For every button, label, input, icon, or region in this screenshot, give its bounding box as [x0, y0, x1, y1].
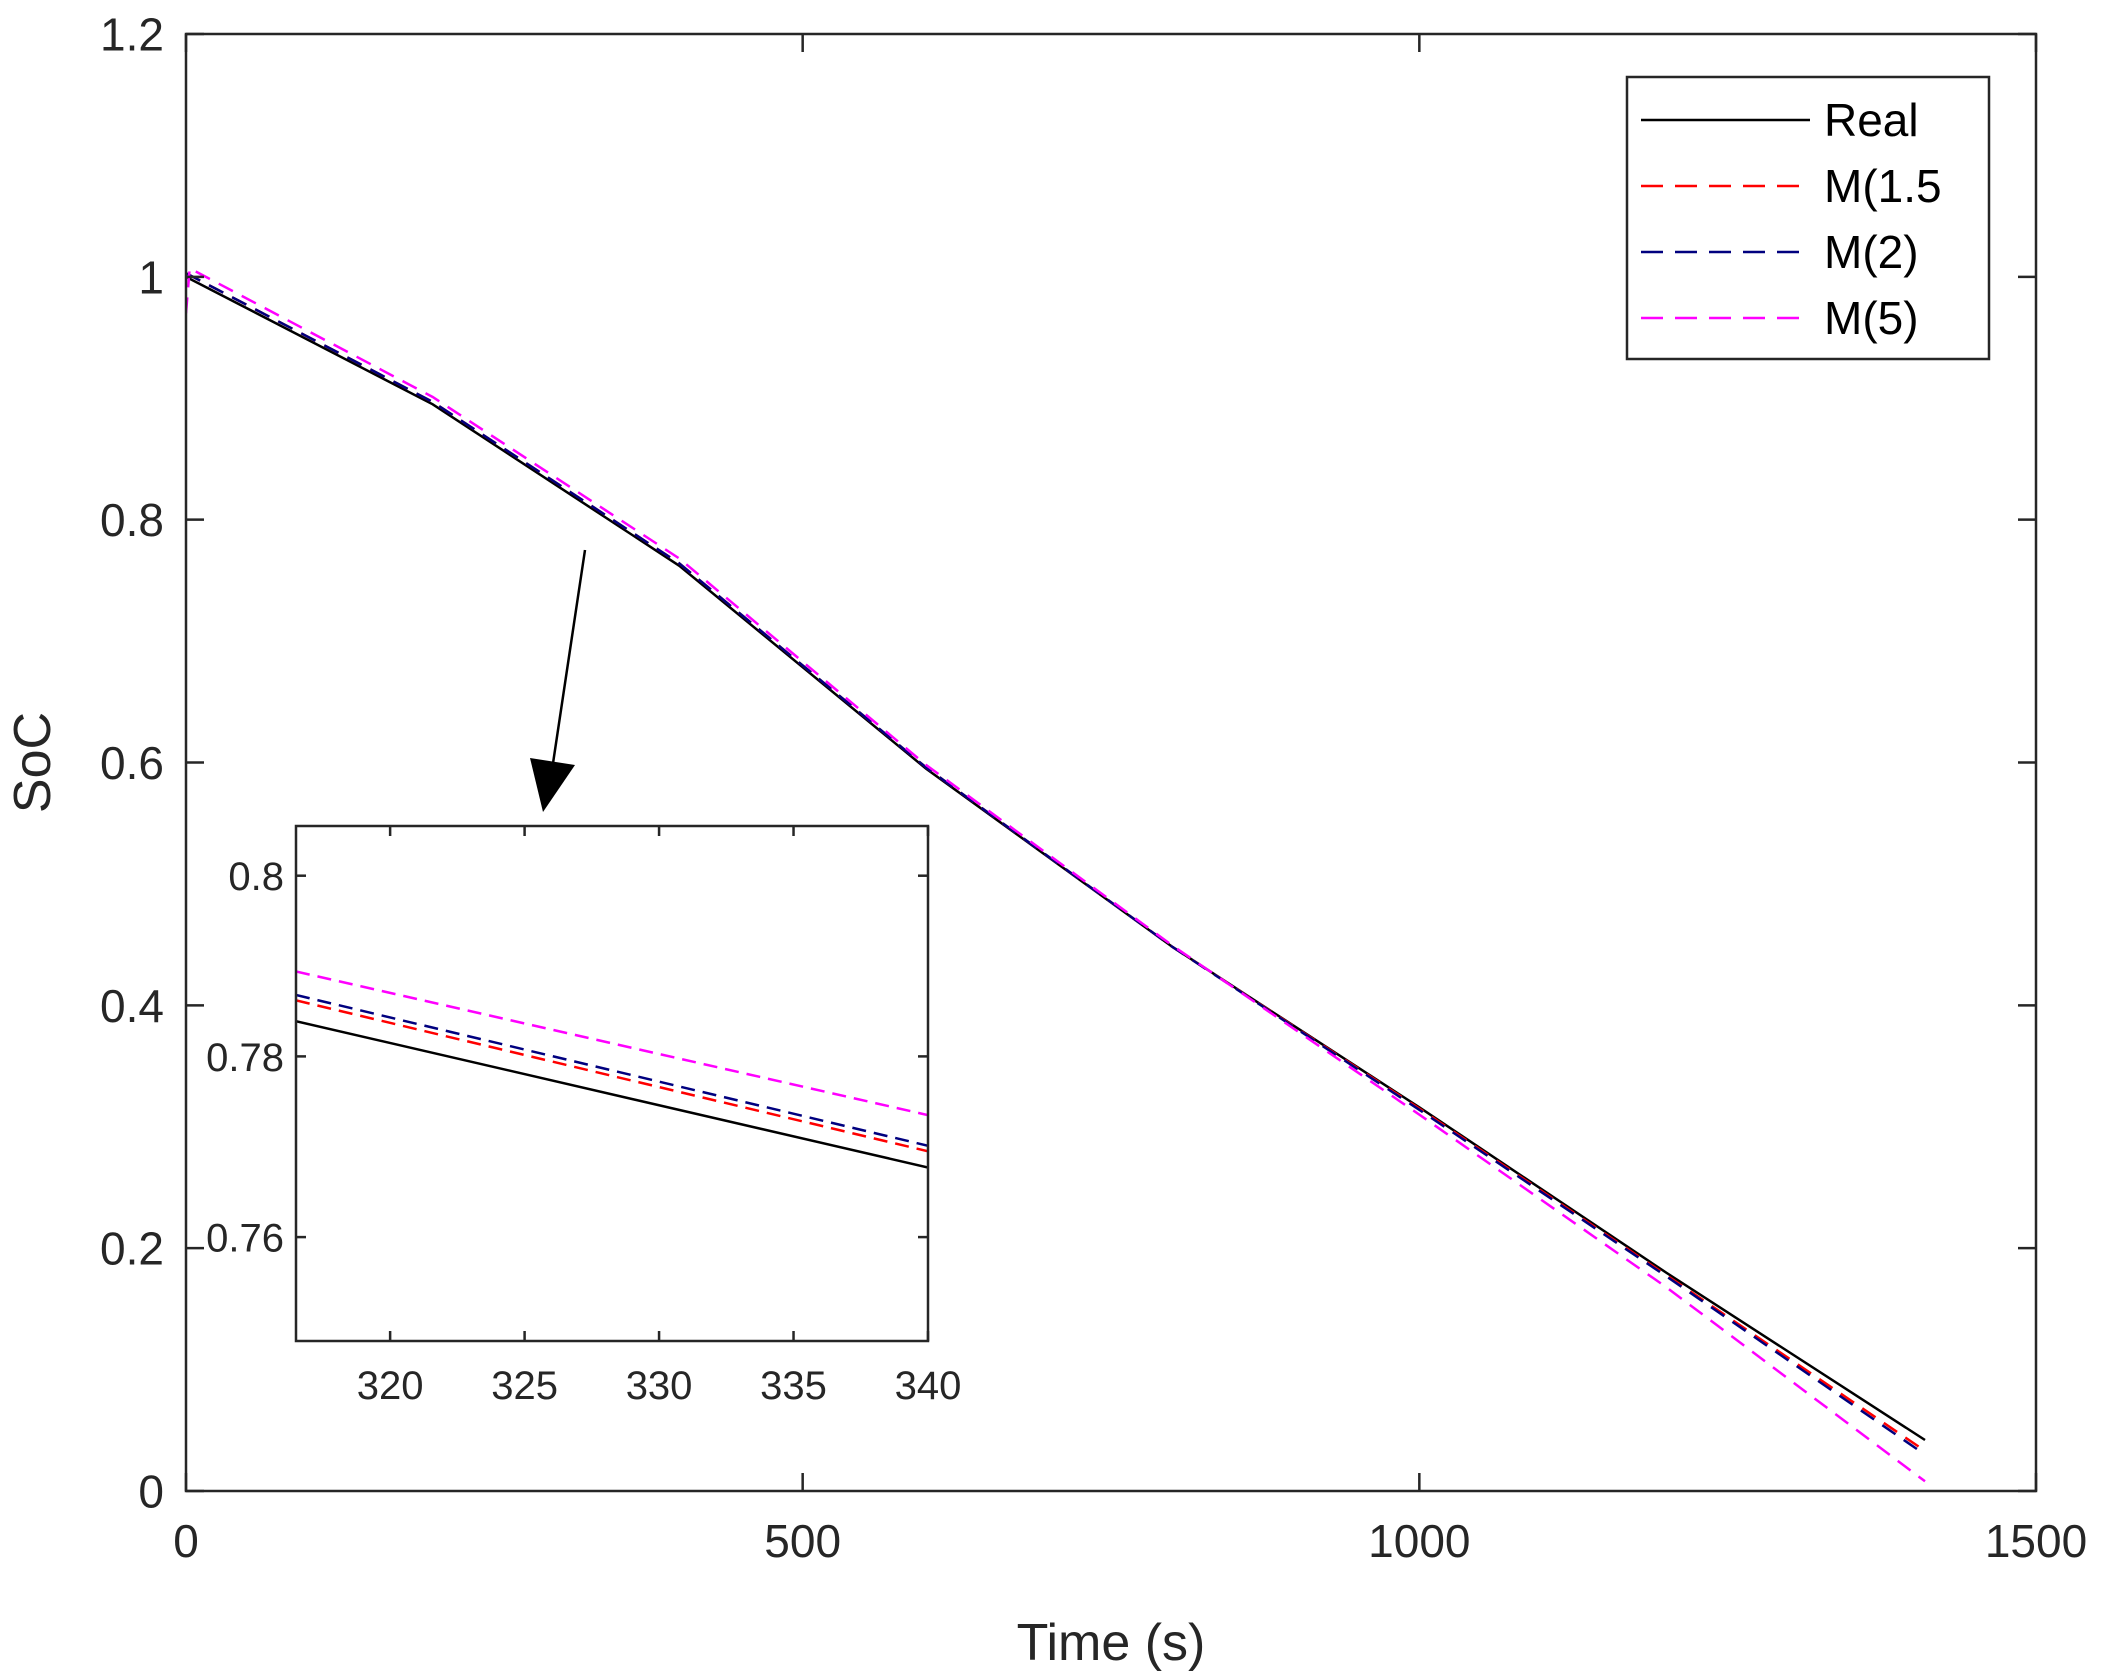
- inset-plot: 320 325 330 335 340 0.76 0.78 0.8: [206, 824, 962, 1408]
- x-tick-label: 0: [173, 1515, 199, 1567]
- y-axis-label: SoC: [4, 712, 62, 813]
- legend-label-m-5: M(5): [1824, 292, 1919, 344]
- x-axis-label: Time (s): [1017, 1614, 1206, 1672]
- y-tick-label: 0.4: [100, 980, 164, 1032]
- inset-x-tick-label: 340: [895, 1364, 962, 1408]
- inset-x-tick-label: 320: [357, 1364, 424, 1408]
- inset-series-group: [296, 970, 928, 1169]
- zoom-arrow-shaft: [550, 549, 587, 771]
- y-tick-label: 1: [138, 251, 164, 303]
- y-tick-label: 1.2: [100, 9, 164, 61]
- x-tick-label: 500: [764, 1515, 841, 1567]
- inset-y-tick-label: 0.76: [206, 1216, 284, 1260]
- inset-series-line-m-5: [296, 970, 928, 1117]
- x-tick-label: 1000: [1368, 1515, 1470, 1567]
- legend-label-m-1-5: M(1.5: [1824, 160, 1942, 212]
- inset-x-tick-label: 325: [491, 1364, 558, 1408]
- inset-series-line-m-2: [296, 993, 928, 1148]
- legend-box: [1625, 75, 1991, 361]
- y-tick-label: 0.8: [100, 494, 164, 546]
- y-tick-label: 0: [138, 1466, 164, 1518]
- inset-y-tick-label: 0.8: [228, 855, 284, 899]
- y-tick-label: 0.6: [100, 737, 164, 789]
- y-tick-label: 0.2: [100, 1223, 164, 1275]
- x-tick-label: 1500: [1985, 1515, 2087, 1567]
- inset-axes-frame: [294, 824, 930, 1343]
- inset-plot-area: [296, 826, 928, 1341]
- inset-x-tick-label: 330: [626, 1364, 693, 1408]
- series-line-m-5: [186, 266, 1926, 1483]
- inset-y-tick-label: 0.78: [206, 1036, 284, 1080]
- zoom-arrow: [530, 549, 587, 812]
- inset-series-line-m-1-5: [296, 999, 928, 1153]
- inset-x-tick-label: 335: [760, 1364, 827, 1408]
- inset-series-line-real: [296, 1019, 928, 1169]
- series-line-m-2: [186, 272, 1926, 1456]
- series-group: [186, 266, 1926, 1483]
- legend-label-real: Real: [1824, 94, 1919, 146]
- legend: Real M(1.5 M(2) M(5): [1625, 75, 1991, 361]
- legend-label-m-2: M(2): [1824, 226, 1919, 278]
- zoom-arrow-head: [530, 758, 575, 812]
